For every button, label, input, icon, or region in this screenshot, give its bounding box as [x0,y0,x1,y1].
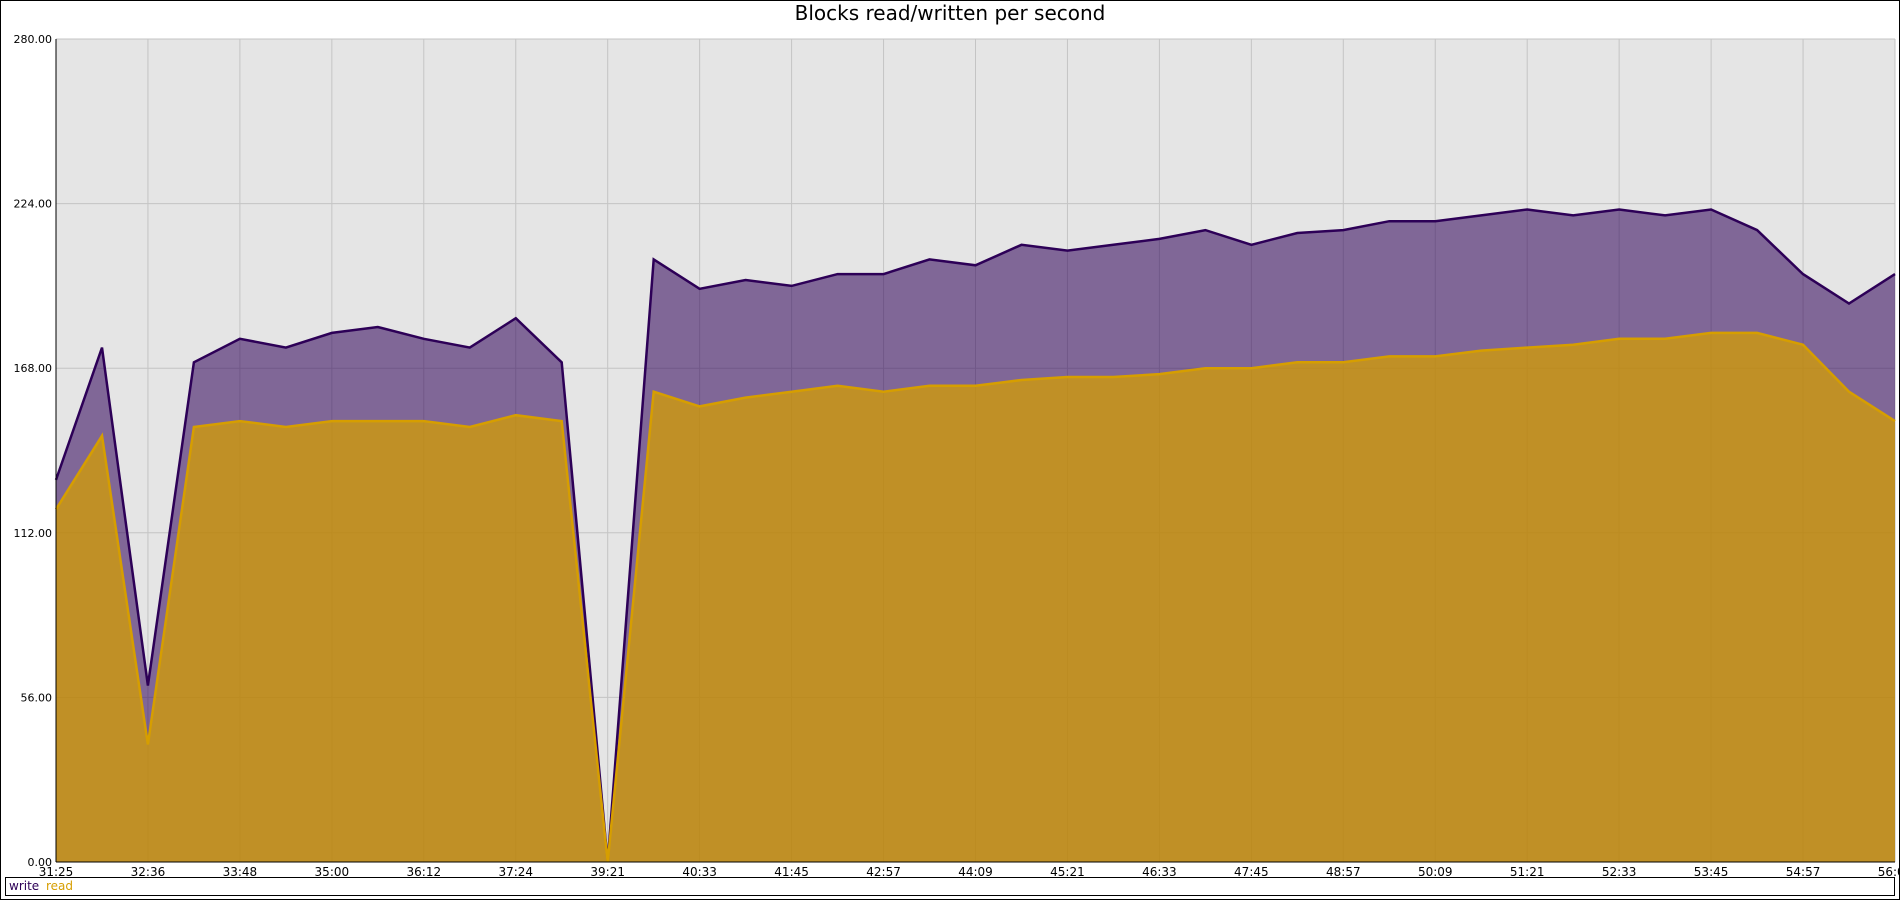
x-tick-label: 40:33 [682,865,717,879]
x-tick-label: 51:21 [1510,865,1545,879]
x-tick-label: 44:09 [958,865,993,879]
x-tick-label: 48:57 [1326,865,1361,879]
y-tick-label: 112.00 [14,527,53,540]
x-tick-label: 32:36 [131,865,166,879]
legend: write read [5,877,1895,896]
series-line-read [54,331,1896,863]
x-tick-label: 36:12 [407,865,442,879]
x-tick-label: 31:25 [39,865,74,879]
series-area-read [56,332,1895,862]
y-tick-label: 168.00 [14,362,53,375]
x-tick-label: 50:09 [1418,865,1453,879]
x-tick-label: 47:45 [1234,865,1269,879]
chart-title: Blocks read/written per second [794,1,1106,25]
x-tick-label: 56:09 [1878,865,1900,879]
y-tick-label: 56.00 [21,691,53,704]
x-tick-label: 42:57 [866,865,901,879]
x-tick-label: 39:21 [590,865,625,879]
y-tick-label: 0.00 [28,856,53,869]
x-tick-label: 35:00 [315,865,350,879]
legend-item-write: write [9,879,40,893]
x-tick-label: 33:48 [223,865,258,879]
x-tick-label: 54:57 [1786,865,1821,879]
legend-item-read: read [46,879,74,893]
x-tick-label: 45:21 [1050,865,1085,879]
x-tick-label: 46:33 [1142,865,1177,879]
y-tick-label: 224.00 [14,198,53,211]
x-tick-label: 37:24 [498,865,533,879]
x-tick-label: 52:33 [1602,865,1637,879]
y-tick-label: 280.00 [14,33,53,46]
x-tick-label: 41:45 [774,865,809,879]
series-line-write [54,208,1896,863]
x-tick-label: 53:45 [1694,865,1729,879]
